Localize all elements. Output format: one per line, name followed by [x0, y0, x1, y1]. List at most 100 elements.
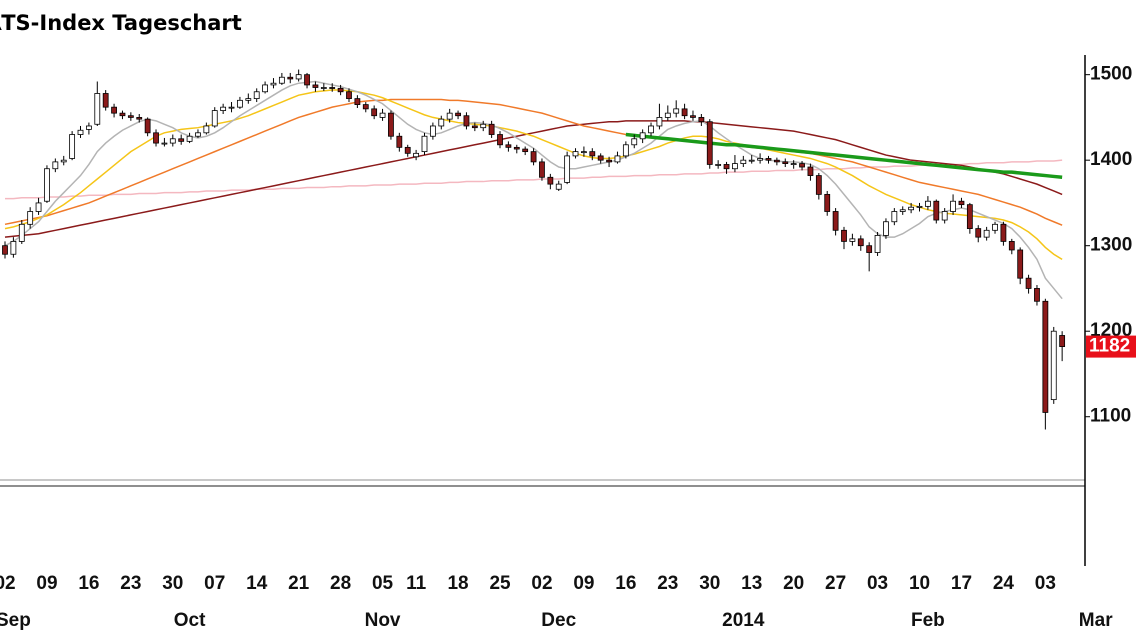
candle-body	[681, 108, 688, 117]
candle-body	[966, 204, 973, 229]
x-tick-label: 02	[0, 573, 16, 594]
candle-body	[950, 200, 956, 212]
candle-body	[362, 104, 369, 110]
x-tick-label: 03	[1035, 573, 1056, 594]
candle-body	[539, 161, 545, 178]
candle-body	[413, 152, 420, 158]
candle-body	[815, 175, 822, 195]
moving-average-line	[4, 89, 1063, 261]
candle-body	[614, 155, 621, 163]
candle-body	[706, 121, 713, 165]
candle-body	[1025, 277, 1032, 289]
candle-body	[849, 238, 856, 242]
candle-body	[606, 159, 612, 163]
candle-body	[396, 135, 403, 148]
candle-body	[186, 135, 193, 142]
candle-body	[388, 112, 394, 137]
candle-body	[690, 115, 696, 118]
candle-body	[44, 168, 50, 202]
candle-body	[505, 144, 512, 148]
moving-average-line	[625, 132, 1063, 180]
candle-body	[27, 211, 34, 225]
candle-body	[337, 87, 344, 93]
candle-body	[656, 117, 663, 127]
candle-body	[497, 134, 503, 146]
y-tick-label: 1500	[1090, 64, 1132, 85]
candle-body	[480, 123, 487, 129]
candle-body	[841, 229, 847, 242]
x-tick-label: 16	[78, 573, 99, 594]
x-tick-label: 23	[657, 573, 678, 594]
candle-body	[379, 112, 386, 118]
candle-body	[203, 125, 210, 134]
candle-body	[891, 211, 898, 223]
candle-body	[371, 108, 378, 117]
moving-average-line	[4, 98, 1063, 226]
moving-average-line	[4, 120, 1063, 238]
x-tick-label: 30	[162, 573, 183, 594]
candle-body	[597, 155, 604, 161]
candle-body	[77, 129, 84, 135]
candle-body	[86, 125, 92, 130]
x-tick-label: 09	[573, 573, 594, 594]
candle-body	[195, 132, 201, 137]
candle-body	[455, 112, 461, 117]
candle-body	[732, 163, 738, 170]
candle-body	[421, 135, 428, 153]
candle-body	[1034, 288, 1040, 302]
x-tick-label: 23	[120, 573, 141, 594]
x-tick-label: 09	[36, 573, 57, 594]
candle-body	[312, 84, 319, 88]
candle-body	[354, 98, 361, 105]
candle-body	[10, 241, 17, 255]
x-tick-label: 17	[951, 573, 972, 594]
candle-body	[161, 142, 168, 145]
candle-body	[513, 146, 520, 150]
x-tick-label: 30	[699, 573, 720, 594]
candle-body	[329, 87, 336, 89]
candle-body	[1000, 223, 1007, 242]
candle-body	[287, 76, 294, 80]
x-tick-label: 10	[909, 573, 930, 594]
candle-body	[622, 144, 629, 157]
x-tick-label: 13	[741, 573, 762, 594]
candle-body	[572, 151, 579, 157]
moving-average-line	[4, 80, 1063, 300]
month-label: 2014	[722, 610, 765, 631]
candle-body	[631, 138, 638, 146]
candle-body	[1042, 300, 1049, 413]
x-tick-label: 02	[531, 573, 552, 594]
x-tick-label: 11	[406, 573, 427, 594]
candle-body	[304, 74, 310, 86]
candle-body	[522, 148, 529, 153]
candle-body	[555, 183, 562, 190]
month-label: Oct	[174, 610, 206, 631]
x-tick-label: 21	[288, 573, 310, 594]
candle-body	[463, 115, 470, 127]
candle-body	[992, 223, 998, 231]
candle-body	[153, 132, 159, 144]
candle-body	[748, 159, 755, 162]
month-label: Feb	[911, 610, 945, 631]
y-tick-label: 1100	[1090, 406, 1131, 427]
candle-body	[757, 158, 763, 161]
x-tick-label: 20	[783, 573, 804, 594]
candle-body	[488, 123, 495, 135]
month-label: Dec	[541, 610, 576, 631]
candle-body	[799, 163, 805, 168]
candle-body	[60, 159, 67, 163]
candle-body	[35, 202, 42, 212]
candle-body	[404, 146, 411, 154]
candle-body	[1017, 249, 1024, 279]
candle-body	[723, 164, 730, 170]
x-tick-label: 25	[489, 573, 511, 594]
candle-body	[715, 164, 722, 166]
x-tick-label: 07	[204, 573, 225, 594]
candle-body	[144, 118, 151, 134]
x-tick-label: 27	[825, 573, 846, 594]
y-tick-label: 1300	[1090, 235, 1132, 256]
candle-body	[958, 200, 965, 206]
candle-body	[807, 166, 814, 176]
chart-title: RTS-Index Tageschart	[0, 11, 242, 35]
current-value-box	[1086, 335, 1136, 358]
